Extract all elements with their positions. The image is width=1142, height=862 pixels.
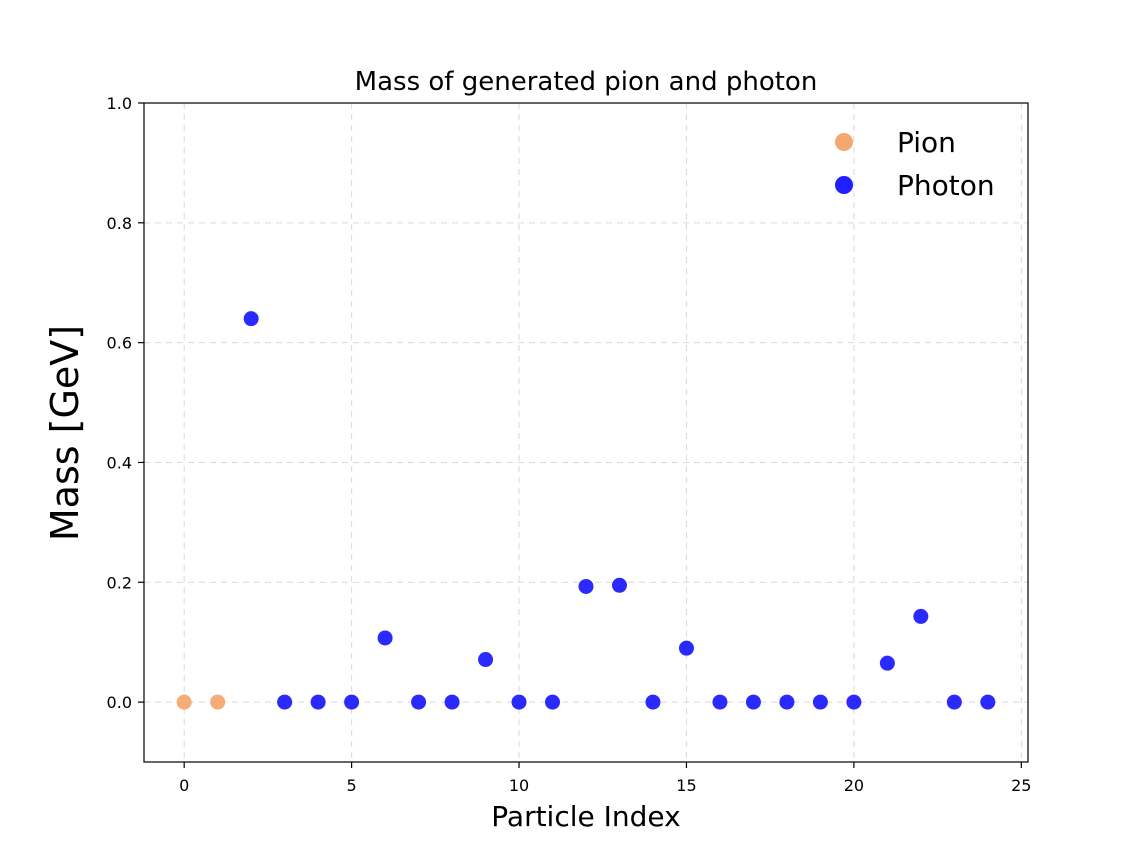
photon-point [578, 578, 594, 594]
photon-point [344, 694, 360, 710]
photon-point [779, 694, 795, 710]
legend-label-pion: Pion [897, 126, 956, 159]
photon-point [980, 694, 996, 710]
x-tick-label: 5 [347, 776, 357, 795]
y-axis-label: Mass [GeV] [43, 325, 87, 541]
photon-point [478, 652, 494, 668]
legend-label-photon: Photon [897, 169, 995, 202]
plot-frame [143, 102, 1029, 763]
photon-point [310, 694, 326, 710]
ticks-layer: 0 5 10 15 20 25 0.0 0.2 0.4 0.6 0.8 1.0 [107, 94, 1032, 795]
photon-point [645, 694, 661, 710]
y-tick-label: 0.2 [107, 573, 132, 592]
photon-point [946, 694, 962, 710]
photon-point [243, 311, 259, 327]
photon-point [611, 577, 627, 593]
legend: Pion Photon [835, 126, 995, 202]
photon-point [411, 694, 427, 710]
y-tick-label: 0.6 [107, 334, 132, 353]
legend-marker-photon [835, 176, 853, 194]
photon-point [277, 694, 293, 710]
photon-point [444, 694, 460, 710]
x-tick-label: 10 [509, 776, 529, 795]
x-tick-label: 25 [1011, 776, 1031, 795]
x-axis-label: Particle Index [491, 800, 680, 833]
chart-title: Mass of generated pion and photon [355, 67, 818, 97]
photon-point [545, 694, 561, 710]
photon-point [712, 694, 728, 710]
grid-layer [144, 102, 1028, 762]
photon-point [745, 694, 761, 710]
marks-layer [176, 311, 996, 710]
y-tick-label: 0.4 [107, 453, 132, 472]
legend-marker-pion [835, 133, 853, 151]
pion-point [210, 694, 226, 710]
photon-point [511, 694, 527, 710]
pion-point [176, 694, 192, 710]
y-tick-label: 0.8 [107, 214, 132, 233]
photon-point [846, 694, 862, 710]
y-tick-label: 1.0 [107, 94, 132, 113]
photon-point [377, 630, 393, 646]
photon-point [678, 640, 694, 656]
x-tick-label: 15 [676, 776, 696, 795]
x-tick-label: 20 [844, 776, 864, 795]
x-tick-label: 0 [179, 776, 189, 795]
photon-point [913, 608, 929, 624]
photon-point [879, 655, 895, 671]
y-tick-label: 0.0 [107, 693, 132, 712]
photon-point [812, 694, 828, 710]
